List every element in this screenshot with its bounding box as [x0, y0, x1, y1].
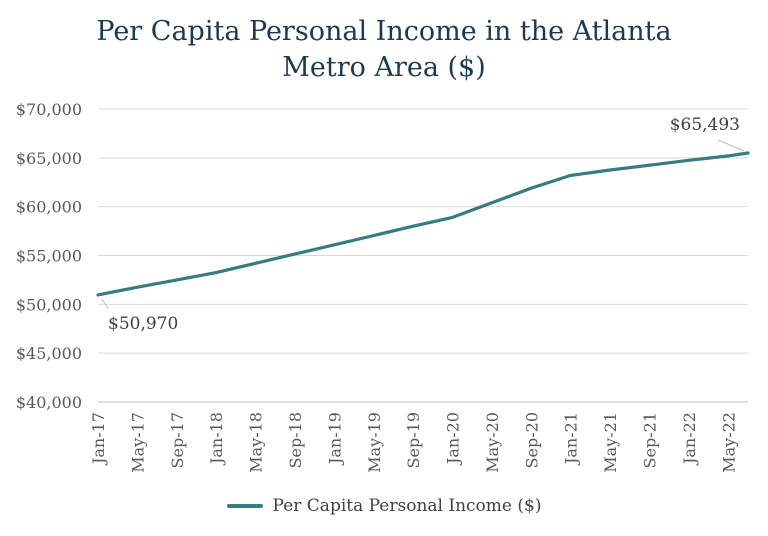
- x-tick-label: Sep-18: [286, 412, 305, 468]
- x-tick-label: Sep-19: [404, 412, 423, 468]
- y-tick-label: $60,000: [16, 198, 82, 217]
- annotation-leader: [717, 139, 745, 152]
- x-tick-label: Sep-21: [641, 412, 660, 468]
- y-tick-label: $65,000: [16, 149, 82, 168]
- chart-title: Per Capita Personal Income in the Atlant…: [0, 14, 768, 86]
- y-tick-label: $45,000: [16, 344, 82, 363]
- x-tick-label: May-20: [483, 412, 502, 473]
- x-tick-label: Sep-20: [522, 412, 541, 468]
- x-tick-label: May-21: [601, 412, 620, 473]
- chart-title-line-2: Metro Area ($): [282, 52, 486, 83]
- y-tick-label: $40,000: [16, 393, 82, 412]
- legend-label: Per Capita Personal Income ($): [272, 496, 542, 516]
- x-tick-label: Jan-17: [89, 412, 108, 466]
- y-tick-label: $50,000: [16, 295, 82, 314]
- series-line: [96, 151, 750, 297]
- x-tick-label: May-22: [719, 412, 738, 473]
- annotation-leader: [101, 298, 109, 310]
- data-label-end: $65,493: [670, 115, 740, 135]
- x-tick-label: Jan-22: [680, 412, 699, 466]
- data-label-start: $50,970: [108, 314, 178, 334]
- x-tick-label: May-19: [365, 412, 384, 473]
- y-tick-label: $55,000: [16, 247, 82, 266]
- legend: Per Capita Personal Income ($): [0, 496, 768, 516]
- x-tick-label: Jan-18: [207, 412, 226, 466]
- x-tick-label: Jan-20: [444, 412, 463, 466]
- x-tick-label: May-18: [247, 412, 266, 473]
- legend-swatch: [226, 504, 263, 508]
- x-tick-label: Jan-19: [325, 412, 344, 466]
- x-tick-label: Jan-21: [562, 412, 581, 466]
- x-tick-label: Sep-17: [168, 412, 187, 468]
- chart-title-line-1: Per Capita Personal Income in the Atlant…: [96, 16, 672, 47]
- y-tick-label: $70,000: [16, 100, 82, 119]
- x-tick-label: May-17: [128, 412, 147, 473]
